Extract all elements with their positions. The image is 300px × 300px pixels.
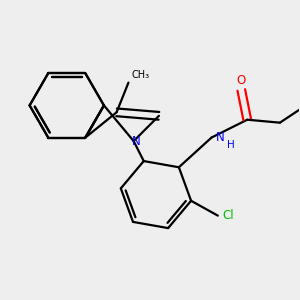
Text: Cl: Cl bbox=[222, 209, 234, 222]
Text: N: N bbox=[132, 135, 141, 148]
Text: N: N bbox=[216, 131, 225, 144]
Text: H: H bbox=[227, 140, 235, 150]
Text: CH₃: CH₃ bbox=[131, 70, 149, 80]
Text: O: O bbox=[237, 74, 246, 87]
